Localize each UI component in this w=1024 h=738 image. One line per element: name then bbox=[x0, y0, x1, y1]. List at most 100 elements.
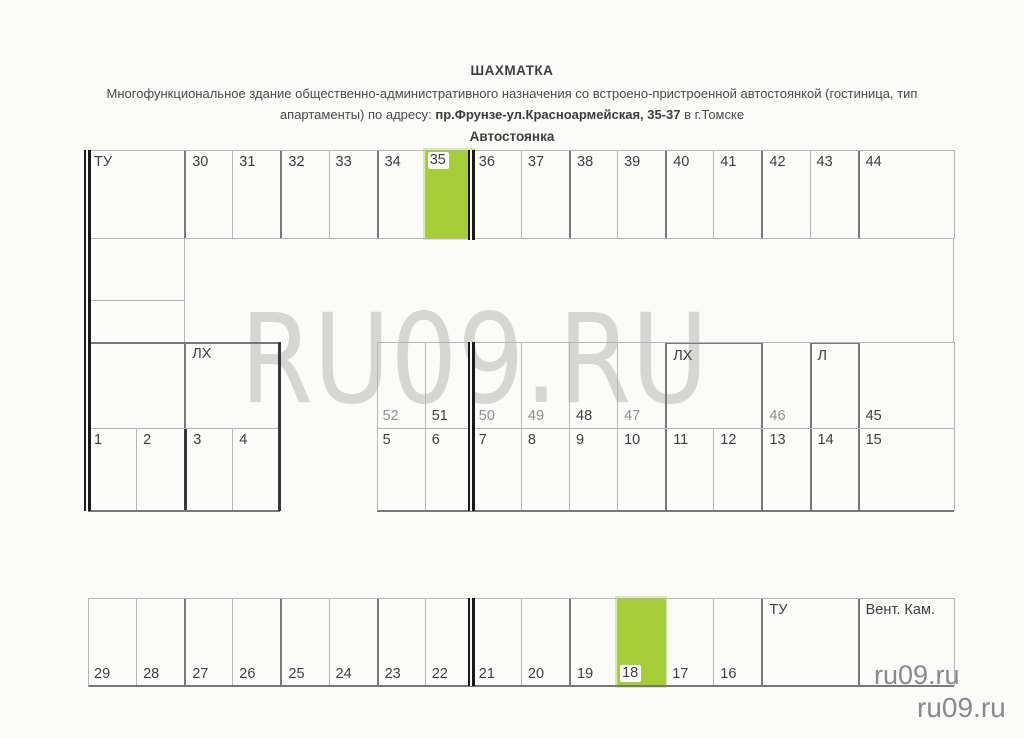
stall-13: 13 bbox=[761, 428, 809, 511]
stall-39: 39 bbox=[617, 150, 665, 238]
stall-label: 31 bbox=[239, 154, 256, 170]
middle-left-upper-right-edge bbox=[278, 342, 282, 428]
stall-label: 29 bbox=[94, 666, 111, 682]
stall-label: 11 bbox=[673, 432, 689, 448]
stall-label: 21 bbox=[478, 666, 495, 682]
stall-19: 19 bbox=[569, 598, 617, 686]
stall-10: 10 bbox=[617, 428, 665, 511]
stall-label: 48 bbox=[576, 408, 593, 424]
stall-label: 1 bbox=[94, 432, 103, 448]
stall-41: 41 bbox=[713, 150, 761, 238]
subtitle-line2-pre: апартаменты) по адресу: bbox=[279, 106, 436, 122]
stall-label: ЛХ bbox=[673, 348, 693, 364]
stall-label: 49 bbox=[527, 408, 545, 424]
stall-8: 8 bbox=[520, 428, 569, 511]
stall-6: 6 bbox=[424, 428, 473, 511]
stall-label: 34 bbox=[384, 154, 401, 170]
stall-label: Л bbox=[817, 348, 828, 364]
stall-17: 17 bbox=[665, 598, 713, 686]
stall-label: 32 bbox=[288, 154, 305, 170]
stall-12: 12 bbox=[713, 428, 761, 511]
wall-center-top bbox=[467, 150, 475, 240]
stall-32: 32 bbox=[280, 150, 328, 238]
stall-label: 28 bbox=[143, 666, 160, 682]
stall-label: 40 bbox=[673, 154, 690, 170]
bottom-row-left-edge bbox=[88, 598, 89, 686]
stall-label: 52 bbox=[382, 408, 399, 424]
corner-watermark-2: ru09.ru bbox=[917, 692, 1006, 723]
cell-empty-left-upper bbox=[88, 342, 184, 428]
middle-left-lower-right-edge bbox=[278, 428, 282, 511]
stall-label: 7 bbox=[478, 432, 487, 448]
cell-tu-top: ТУ bbox=[88, 150, 184, 238]
stall-label: 8 bbox=[527, 432, 536, 448]
cell-vent-kam: Вент. Кам. bbox=[857, 598, 954, 686]
stall-label: 30 bbox=[192, 154, 209, 170]
stall-label: 27 bbox=[192, 666, 209, 682]
document-header: ШАХМАТКА Многофункциональное здание обще… bbox=[0, 63, 1024, 144]
stall-15: 15 bbox=[857, 428, 954, 511]
bottom-row-bottom-edge bbox=[88, 685, 954, 687]
stall-label: 10 bbox=[624, 432, 641, 448]
stall-26: 26 bbox=[232, 598, 280, 686]
stall-label: 9 bbox=[576, 432, 585, 448]
stall-29: 29 bbox=[88, 598, 136, 686]
stall-3: 3 bbox=[184, 428, 232, 511]
stall-label: 42 bbox=[769, 154, 786, 170]
stall-50: 50 bbox=[473, 342, 521, 428]
corner-watermark-1: ru09.ru bbox=[874, 660, 960, 690]
stall-43: 43 bbox=[809, 150, 858, 238]
stall-label: 50 bbox=[478, 408, 495, 424]
top-row-bottom-edge bbox=[88, 238, 954, 239]
stall-label: 13 bbox=[769, 432, 786, 448]
middle-right-upper-top-edge bbox=[376, 342, 954, 343]
wall-left bbox=[83, 150, 91, 511]
top-row-right-edge bbox=[953, 150, 955, 238]
stall-30: 30 bbox=[184, 150, 232, 238]
stall-label: 19 bbox=[577, 666, 594, 682]
stall-label: 16 bbox=[720, 666, 737, 682]
aisle-divider-horizontal bbox=[88, 300, 185, 301]
aisle-divider-vertical bbox=[184, 238, 186, 342]
stall-label: 18 bbox=[620, 665, 642, 682]
stall-label: 2 bbox=[143, 432, 152, 448]
stall-label: Вент. Кам. bbox=[865, 602, 935, 618]
middle-left-lower-bottom-edge bbox=[88, 510, 281, 512]
stall-label: 24 bbox=[335, 666, 352, 682]
subtitle-line1: Многофункциональное здание общественно-а… bbox=[106, 86, 918, 101]
stall-2: 2 bbox=[136, 428, 184, 511]
stall-label: 25 bbox=[288, 666, 305, 682]
stall-label: 35 bbox=[427, 152, 449, 169]
address-text: пр.Фрунзе-ул.Красноармейская, 35-37 bbox=[435, 106, 681, 122]
stall-14: 14 bbox=[809, 428, 858, 511]
middle-right-lower-left-edge bbox=[376, 428, 378, 511]
stall-23: 23 bbox=[376, 598, 425, 686]
stall-37: 37 bbox=[520, 150, 569, 238]
stall-7: 7 bbox=[473, 428, 521, 511]
stall-label: 38 bbox=[577, 154, 594, 170]
stall-48: 48 bbox=[569, 342, 617, 428]
stall-45: 45 bbox=[857, 342, 954, 428]
stall-52: 52 bbox=[377, 342, 425, 428]
stall-5: 5 bbox=[377, 428, 425, 511]
stall-33: 33 bbox=[328, 150, 377, 238]
stall-36: 36 bbox=[473, 150, 521, 238]
stall-label: 12 bbox=[720, 432, 737, 448]
stall-label: ТУ bbox=[769, 602, 788, 618]
stall-11: 11 bbox=[665, 428, 713, 511]
stall-1: 1 bbox=[88, 428, 136, 511]
stall-label: 22 bbox=[431, 666, 448, 682]
stall-46: 46 bbox=[761, 342, 809, 428]
stall-31: 31 bbox=[232, 150, 280, 238]
stall-38: 38 bbox=[569, 150, 617, 238]
stall-label: 23 bbox=[384, 666, 401, 682]
stall-22: 22 bbox=[424, 598, 473, 686]
subtitle-line2-post: в г.Томске bbox=[680, 106, 745, 122]
stall-label: 5 bbox=[382, 432, 391, 448]
stall-label: 26 bbox=[239, 666, 256, 682]
wall-center-middle bbox=[467, 342, 475, 511]
cell-lh-left-box: ЛХ bbox=[184, 342, 280, 428]
stall-label: 41 bbox=[720, 154, 737, 170]
